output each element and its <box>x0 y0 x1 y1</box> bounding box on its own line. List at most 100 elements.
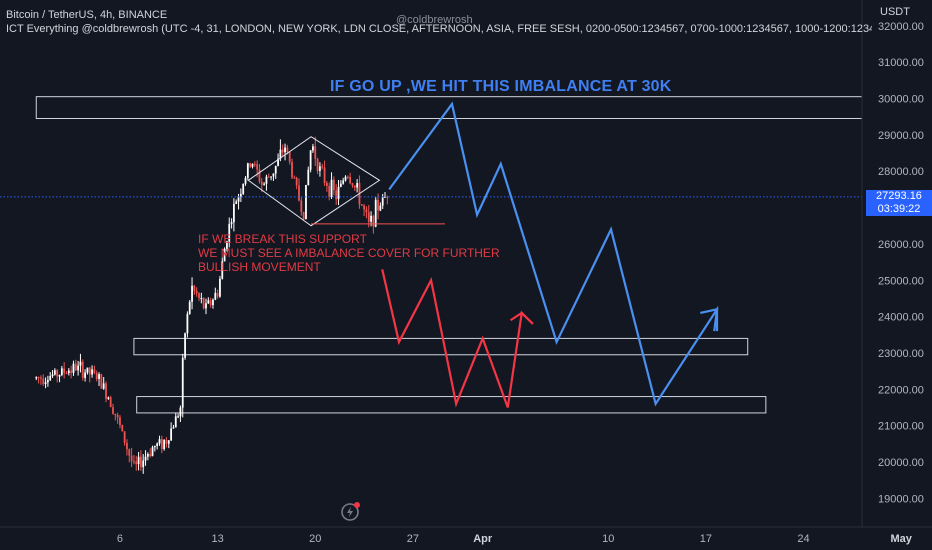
candle-body <box>228 223 231 242</box>
candle-body <box>274 165 277 174</box>
price-axis-unit: USDT <box>880 6 910 18</box>
candle-body <box>323 167 326 183</box>
candle-body <box>386 196 389 198</box>
y-tick-label: 24000.00 <box>878 312 924 324</box>
candle-body <box>79 361 82 366</box>
red-annotation-line-3: BULLISH MOVEMENT <box>198 260 321 274</box>
candle-body <box>321 166 324 168</box>
candle-body <box>281 149 284 153</box>
candle-body <box>119 417 121 425</box>
blue-arrow-head <box>700 307 719 332</box>
candle-body <box>133 461 135 463</box>
candle-body <box>256 164 259 170</box>
candle-body <box>351 183 354 186</box>
candle-body <box>307 169 310 185</box>
candle-body <box>263 183 266 185</box>
candle-body <box>370 215 372 222</box>
candle-body <box>330 179 333 197</box>
author-watermark: @coldbrewrosh <box>396 14 473 26</box>
candle-body <box>258 169 261 182</box>
candle-body <box>149 454 152 457</box>
candle-body <box>374 199 377 227</box>
candle-body <box>81 361 84 378</box>
candle-body <box>267 176 270 178</box>
candle-body <box>372 215 375 227</box>
candle-body <box>344 176 347 181</box>
candle-body <box>88 367 91 375</box>
imbalance-zone-2 <box>133 337 749 356</box>
y-tick-label: 32000.00 <box>878 21 924 33</box>
candle-body <box>198 293 200 299</box>
diamond-pattern <box>247 136 381 227</box>
candle-body <box>249 163 252 167</box>
y-tick-label: 22000.00 <box>878 384 924 396</box>
candle-body <box>223 248 226 262</box>
candle-body <box>346 176 349 178</box>
candle-body <box>270 176 272 178</box>
candle-body <box>167 440 170 444</box>
tradingview-logo-icon[interactable] <box>340 500 362 522</box>
candle-body <box>135 461 138 465</box>
blue-annotation: IF GO UP ,WE HIT THIS IMBALANCE AT 30K <box>330 78 672 95</box>
candle-body <box>109 397 112 408</box>
x-tick-label: 20 <box>309 533 321 545</box>
candle-body <box>86 367 89 373</box>
candle-body <box>74 363 77 371</box>
candle-body <box>151 447 154 457</box>
candle-body <box>288 151 291 162</box>
y-tick-label: 28000.00 <box>878 166 924 178</box>
candle-body <box>84 372 86 378</box>
candle-body <box>174 416 177 428</box>
candle-body <box>277 158 279 166</box>
candle-body <box>195 290 198 294</box>
candle-body <box>144 456 147 461</box>
candle-body <box>160 439 163 449</box>
candle-body <box>367 212 370 222</box>
candle-body <box>186 313 189 334</box>
candle-body <box>319 166 321 172</box>
candle-body <box>337 186 340 200</box>
y-tick-label: 25000.00 <box>878 275 924 287</box>
y-tick-label: 30000.00 <box>878 94 924 106</box>
candle-body <box>77 365 80 371</box>
candle-body <box>139 456 142 468</box>
red-annotation: IF WE BREAK THIS SUPPORT WE MUST SEE A I… <box>198 232 500 274</box>
candle-body <box>170 428 173 441</box>
candle-body <box>207 300 210 304</box>
candle-body <box>339 183 342 187</box>
candle-body <box>205 303 207 309</box>
candle-body <box>181 357 184 408</box>
x-tick-label: 24 <box>797 533 809 545</box>
candle-body <box>128 449 131 456</box>
candle-body <box>381 197 384 206</box>
candle-body <box>353 185 356 188</box>
candle-body <box>137 456 140 465</box>
candle-body <box>342 180 345 184</box>
candle-body <box>377 199 379 211</box>
bar-countdown: 03:39:22 <box>877 203 921 215</box>
candle-body <box>165 439 168 444</box>
candle-body <box>172 427 175 429</box>
candle-body <box>130 455 133 462</box>
candle-body <box>214 292 217 300</box>
candle-body <box>244 177 247 184</box>
candle-body <box>60 368 63 375</box>
y-tick-label: 21000.00 <box>878 421 924 433</box>
candle-body <box>177 416 179 418</box>
candles-layer <box>35 136 389 474</box>
red-projection-path <box>381 269 534 408</box>
y-tick-label: 29000.00 <box>878 130 924 142</box>
x-tick-label: Apr <box>473 533 493 545</box>
candle-body <box>202 297 205 309</box>
candle-body <box>126 442 128 450</box>
candle-body <box>302 211 305 220</box>
candle-body <box>325 182 328 186</box>
candle-body <box>200 297 203 299</box>
x-tick-label: 6 <box>117 533 123 545</box>
candle-body <box>35 377 38 379</box>
y-tick-label: 19000.00 <box>878 493 924 505</box>
candle-body <box>51 374 54 377</box>
candle-body <box>365 209 368 213</box>
candle-body <box>112 407 114 414</box>
candle-body <box>98 374 100 379</box>
